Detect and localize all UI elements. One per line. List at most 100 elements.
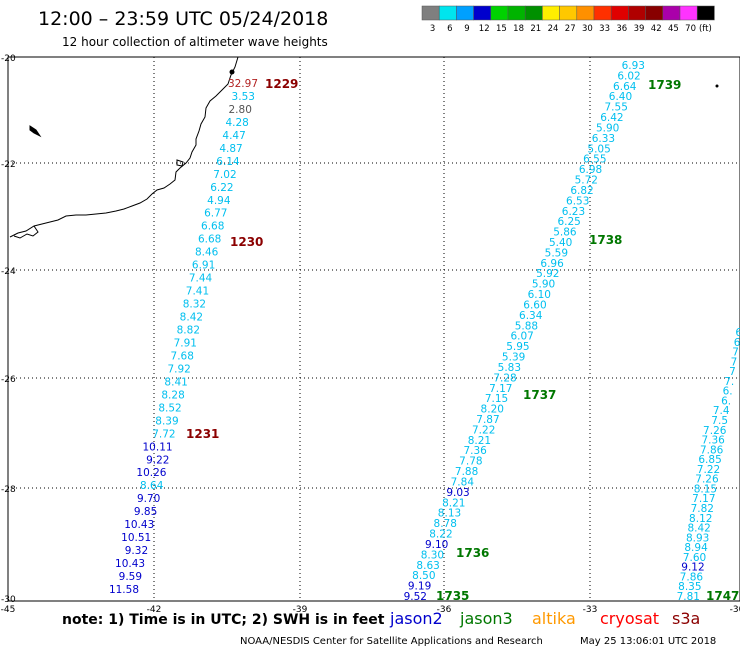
wave-height-value: 9.03 [446, 487, 469, 499]
wave-height-value: 8.78 [434, 518, 457, 530]
wave-height-value: 6.68 [201, 221, 224, 233]
legend-bin-label: 24 [548, 24, 559, 34]
legend-bin-label: 39 [634, 24, 645, 34]
wave-height-value: 11.58 [109, 584, 139, 596]
wave-height-value: 8.82 [177, 325, 200, 337]
legend-swatch [524, 5, 543, 21]
wave-height-value: 10.26 [136, 467, 166, 479]
orbit-pass-label: 1747 [706, 589, 739, 603]
wave-height-value: 7.22 [472, 424, 495, 436]
wave-height-value: 4.28 [225, 117, 248, 129]
legend-bin-label: 27 [565, 24, 576, 34]
island-1 [29, 125, 42, 138]
legend-swatch [507, 5, 526, 21]
orbit-pass-label: 1229 [265, 77, 298, 91]
legend-swatch [662, 5, 681, 21]
wave-height-value: 6.68 [198, 234, 221, 246]
wave-height-value: 7.60 [683, 552, 706, 564]
wave-height-value: 5.40 [549, 237, 572, 249]
wave-height-value: 4.47 [222, 130, 245, 142]
wave-height-value: 10.43 [124, 519, 154, 531]
satellite-tracks: 32.973.532.804.284.474.876.147.026.224.9… [109, 60, 740, 603]
wave-height-value: 7.82 [691, 503, 714, 515]
lat-tick-label: -22 [1, 160, 16, 170]
orbit-pass-label: 1738 [589, 233, 622, 247]
footer-timestamp: May 25 13:06:01 UTC 2018 [580, 636, 716, 647]
wave-height-value: 10.51 [121, 532, 151, 544]
wave-height-value: 5.05 [587, 143, 610, 155]
lat-tick-label: -28 [1, 485, 16, 495]
orbit-pass-label: 1231 [186, 427, 219, 441]
wave-height-value: 8.32 [183, 299, 206, 311]
wave-height-value: 3.53 [232, 91, 255, 103]
wave-height-value: 5.59 [545, 247, 568, 259]
wave-height-value: 7.92 [167, 363, 190, 375]
satellite-name: s3a [672, 609, 700, 628]
legend-bin-label: 45 [668, 24, 679, 34]
wave-height-value: 9.59 [119, 571, 142, 583]
wave-height-value: 4.87 [219, 143, 242, 155]
wave-height-value: 6. [721, 395, 731, 407]
wave-height-value: 8.52 [158, 402, 181, 414]
wave-height-value: 7.02 [213, 169, 236, 181]
legend-bin-label: 12 [479, 24, 490, 34]
wave-height-value: 7.81 [677, 591, 700, 603]
wave-height-value: 5.72 [575, 175, 598, 187]
wave-height-value: 5.83 [498, 362, 521, 374]
wave-height-value: 5.88 [515, 320, 538, 332]
wave-height-value: 8.94 [684, 542, 708, 554]
satellite-name: altika [532, 609, 576, 628]
lon-tick-label: -39 [293, 605, 308, 615]
satellite-legend: jason2 jason3 altika cryosat s3a [389, 609, 700, 628]
wave-height-value: 7.5 [711, 415, 728, 427]
wave-height-value: 6.64 [613, 81, 637, 93]
wave-height-value: 9.12 [681, 562, 704, 574]
lat-tick-label: -20 [1, 54, 16, 64]
wave-height-value: 7.84 [451, 476, 475, 488]
wave-height-value: 6.55 [583, 154, 606, 166]
wave-height-value: 7.44 [189, 273, 213, 285]
wave-height-value: 8.28 [161, 389, 184, 401]
wave-height-value: 6.96 [540, 258, 564, 270]
wave-height-value: 7.68 [171, 350, 194, 362]
legend-bin-label: 3 [430, 24, 435, 34]
wave-height-value: 6.60 [523, 299, 546, 311]
wave-height-value: 7 [732, 347, 739, 359]
legend-bin-label: 30 [582, 24, 593, 34]
legend-bin-label: 6 [447, 24, 452, 34]
legend-bin-label: 33 [599, 24, 610, 34]
tick-labels: -20-22-24-26-28-30-45-42-39-36-33-30 [1, 54, 740, 615]
wave-height-value: 8.12 [689, 513, 712, 525]
wave-height-value: 7. [724, 376, 734, 388]
lat-tick-label: -26 [1, 375, 16, 385]
legend-swatch [490, 5, 509, 21]
wave-height-value: 2.80 [229, 104, 252, 116]
wave-height-value: 6 [735, 327, 740, 339]
wave-height-value: 7.86 [680, 571, 704, 583]
wave-height-value: 7.26 [703, 425, 727, 437]
wave-height-value: 7 [729, 366, 736, 378]
wave-height-value: 7.28 [493, 372, 516, 384]
coast-point [229, 69, 235, 75]
wave-height-value: 6.85 [698, 454, 721, 466]
map-subtitle: 12 hour collection of altimeter wave hei… [62, 35, 328, 49]
wave-height-value: 4.94 [207, 195, 231, 207]
wave-height-value: 7.91 [174, 337, 197, 349]
lon-tick-label: -36 [437, 605, 452, 615]
wave-height-value: 9.32 [125, 545, 148, 557]
wave-height-value: 7.15 [485, 393, 508, 405]
wave-height-value: 6.91 [192, 260, 215, 272]
wave-height-value: 8.50 [412, 570, 435, 582]
wave-height-value: 6.98 [579, 164, 602, 176]
data-speck [715, 84, 719, 88]
orbit-pass-label: 1736 [456, 546, 489, 560]
wave-height-value: 8.63 [416, 560, 439, 572]
wave-height-value: 7.41 [186, 286, 209, 298]
wave-height-value: 6.40 [609, 91, 632, 103]
wave-height-value: 9.19 [408, 581, 431, 593]
wave-height-value: 7.22 [697, 464, 720, 476]
wave-height-value: 5.92 [536, 268, 559, 280]
legend-bin-label: 9 [464, 24, 469, 34]
satellite-name: jason3 [459, 609, 513, 628]
